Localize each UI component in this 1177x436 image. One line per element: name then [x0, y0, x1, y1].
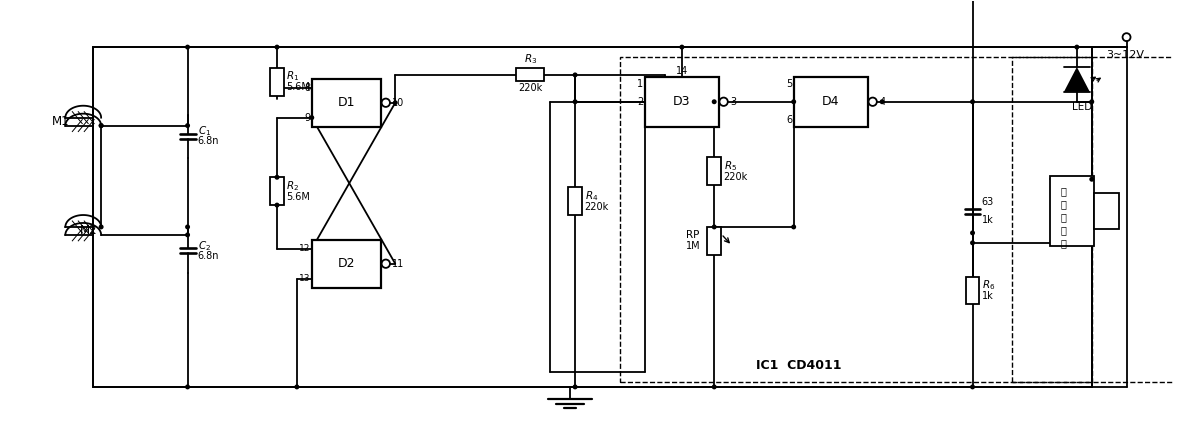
Bar [793, 77, 869, 126]
Text: $R_3$: $R_3$ [524, 53, 537, 66]
Circle shape [1089, 99, 1095, 104]
Circle shape [712, 99, 717, 104]
Text: 5.6M: 5.6M [286, 82, 311, 92]
Bar [1050, 176, 1093, 246]
Bar [270, 177, 284, 205]
Circle shape [1075, 44, 1079, 50]
Text: 220k: 220k [518, 83, 543, 93]
Text: 峰: 峰 [1060, 212, 1066, 222]
Text: 5.6M: 5.6M [286, 192, 311, 201]
Circle shape [791, 99, 796, 104]
Text: 10: 10 [392, 98, 405, 108]
Circle shape [310, 115, 314, 120]
Bar [312, 79, 381, 126]
Text: 220k: 220k [585, 201, 609, 211]
Text: 1k: 1k [982, 215, 993, 225]
Circle shape [719, 98, 727, 106]
Bar [517, 68, 544, 82]
Circle shape [185, 385, 189, 389]
Circle shape [572, 99, 578, 104]
Circle shape [1089, 177, 1095, 182]
Text: 1M: 1M [686, 241, 701, 251]
Text: $R_4$: $R_4$ [585, 189, 598, 203]
Text: 4: 4 [879, 97, 885, 107]
Circle shape [970, 385, 975, 389]
Circle shape [294, 385, 299, 389]
Bar [707, 227, 722, 255]
Circle shape [572, 385, 578, 389]
Circle shape [970, 230, 975, 235]
Text: 压: 压 [1060, 186, 1066, 196]
Circle shape [185, 232, 189, 237]
Text: 63: 63 [982, 197, 993, 207]
Bar [312, 240, 381, 288]
Text: D3: D3 [673, 95, 691, 108]
Text: 13: 13 [299, 274, 311, 283]
Text: 8: 8 [304, 83, 311, 93]
Circle shape [393, 100, 398, 105]
Text: 鸣: 鸣 [1060, 225, 1066, 235]
Circle shape [381, 259, 390, 268]
Bar [965, 276, 979, 304]
Text: 电: 电 [1060, 199, 1066, 209]
Circle shape [791, 225, 796, 229]
Text: 6: 6 [786, 115, 792, 125]
Circle shape [274, 175, 279, 180]
Text: $C_2$: $C_2$ [198, 239, 211, 253]
Text: LED: LED [1072, 102, 1092, 112]
Text: 12: 12 [299, 244, 311, 253]
Text: 9: 9 [304, 112, 311, 123]
Text: IC1  CD4011: IC1 CD4011 [757, 359, 842, 372]
Text: D4: D4 [823, 95, 839, 108]
Text: D2: D2 [338, 257, 355, 270]
Text: D1: D1 [338, 96, 355, 109]
Circle shape [970, 99, 975, 104]
Text: 1: 1 [637, 79, 643, 89]
Text: $R_1$: $R_1$ [286, 69, 300, 83]
Circle shape [185, 44, 189, 50]
Circle shape [712, 385, 717, 389]
Text: 3: 3 [730, 97, 737, 107]
Circle shape [185, 123, 189, 128]
Text: $R_2$: $R_2$ [286, 179, 299, 193]
Text: 6.8n: 6.8n [198, 251, 219, 261]
Text: $R_5$: $R_5$ [724, 159, 737, 173]
Bar [568, 187, 583, 215]
Circle shape [99, 123, 104, 128]
Circle shape [274, 44, 279, 50]
Bar [707, 157, 722, 185]
Bar [1012, 57, 1177, 382]
Text: 6.8n: 6.8n [198, 136, 219, 146]
Text: 14: 14 [676, 66, 689, 76]
Bar [1093, 193, 1118, 229]
Bar [620, 57, 1092, 382]
Circle shape [99, 225, 104, 229]
Circle shape [185, 225, 189, 229]
Text: M1: M1 [52, 115, 69, 128]
Circle shape [274, 203, 279, 208]
Text: 11: 11 [392, 259, 405, 269]
Circle shape [381, 99, 390, 107]
Text: RP: RP [686, 230, 700, 240]
Text: 5: 5 [786, 79, 792, 89]
Text: M2: M2 [80, 225, 98, 238]
Bar [270, 68, 284, 96]
Circle shape [869, 98, 877, 106]
Text: $R_6$: $R_6$ [982, 278, 996, 292]
Bar [645, 77, 719, 126]
Text: $C_1$: $C_1$ [198, 125, 211, 139]
Text: 3~12V: 3~12V [1106, 50, 1145, 60]
Circle shape [679, 44, 684, 50]
Circle shape [712, 225, 717, 229]
Text: 2: 2 [637, 97, 643, 107]
Circle shape [99, 123, 104, 128]
Text: 1k: 1k [982, 291, 993, 301]
Text: 器: 器 [1060, 238, 1066, 248]
Circle shape [572, 72, 578, 78]
Text: 220k: 220k [724, 172, 747, 182]
Circle shape [970, 240, 975, 245]
Polygon shape [1064, 67, 1090, 92]
Bar [93, 47, 1092, 387]
Circle shape [879, 99, 885, 104]
